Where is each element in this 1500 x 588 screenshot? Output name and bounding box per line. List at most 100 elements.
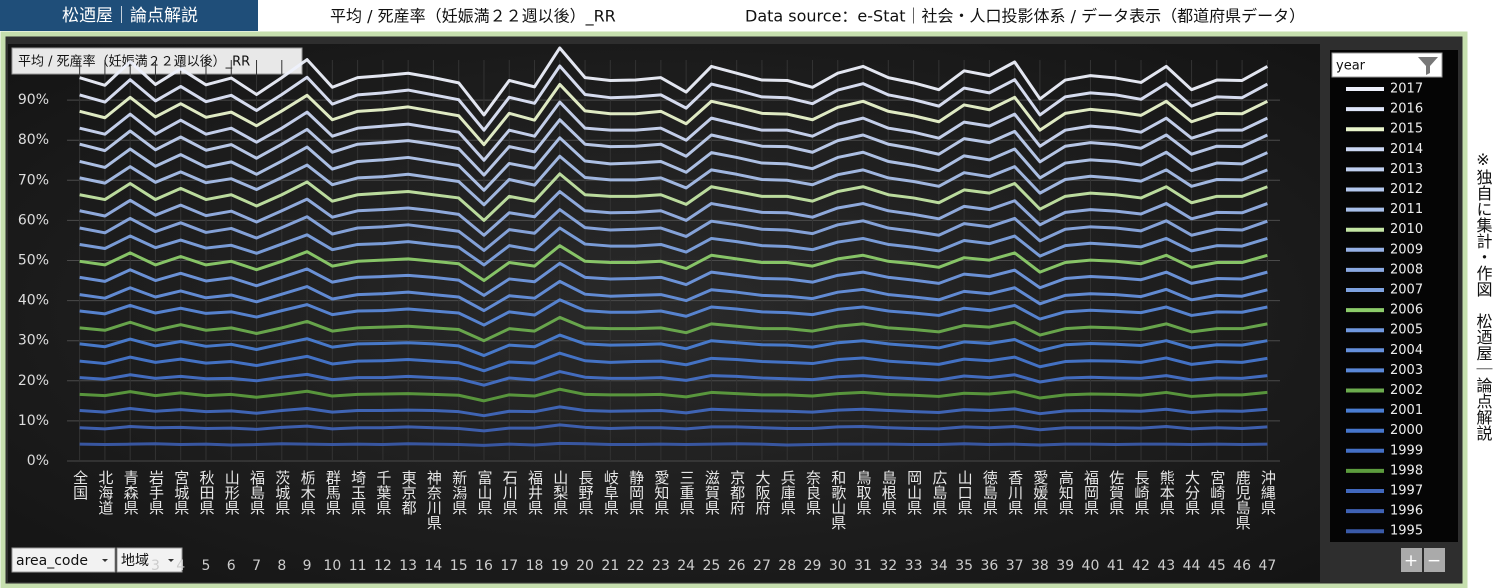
x-code-label: 34 (930, 558, 948, 574)
x-tick-label: 大阪府 (753, 470, 771, 516)
legend-label: 2000 (1390, 423, 1423, 438)
x-tick-label: 奈良県 (804, 470, 822, 515)
x-code-label: 21 (601, 558, 619, 574)
collapse-button[interactable] (1424, 548, 1445, 572)
y-tick-label: 10% (18, 413, 49, 429)
x-tick-label: 和歌山県 (829, 470, 847, 530)
y-tick-label: 70% (18, 172, 49, 188)
x-tick-label: 高知県 (1057, 470, 1075, 515)
x-tick-label: 東京都 (400, 470, 418, 515)
x-code-label: 15 (450, 558, 468, 574)
x-tick-label: 神奈川県 (425, 470, 443, 530)
series-line (79, 441, 1268, 447)
y-tick-label: 50% (18, 253, 49, 269)
legend-label: 2006 (1390, 303, 1423, 318)
x-code-label: 11 (349, 558, 367, 574)
legend-label: 1999 (1390, 443, 1423, 458)
x-tick-label: 青森県 (122, 470, 140, 515)
x-tick-label: 香川県 (1006, 470, 1024, 515)
x-tick-label: 沖縄県 (1259, 470, 1277, 515)
x-tick-label: 岐阜県 (602, 470, 620, 515)
filter-icon (1418, 57, 1438, 75)
x-code-label: 23 (652, 558, 670, 574)
x-code-label: 26 (728, 558, 746, 574)
x-tick-label: 宮城県 (172, 470, 190, 515)
x-code-label: 40 (1082, 558, 1100, 574)
x-code-label: 47 (1258, 558, 1276, 574)
series-line (79, 172, 1268, 222)
x-tick-label: 長野県 (577, 470, 595, 515)
x-tick-label: 山口県 (956, 470, 974, 515)
dropdown-arrow (102, 559, 108, 562)
brand-box (0, 0, 258, 31)
x-tick-label: 大分県 (1183, 470, 1201, 515)
series-line (79, 423, 1268, 433)
axis-field: 地域 (121, 553, 149, 569)
x-tick-label: 秋田県 (197, 470, 215, 515)
x-tick-label: 福岡県 (1082, 470, 1100, 515)
metric-title: 平均 / 死産率（妊娠満２２週以後）_RR (330, 7, 616, 27)
x-tick-label: 長崎県 (1133, 470, 1151, 515)
x-code-label: 20 (576, 558, 594, 574)
x-code-label: 29 (804, 558, 822, 574)
x-code-label: 45 (1208, 558, 1226, 574)
series-line (79, 261, 1268, 297)
x-code-label: 39 (1056, 558, 1074, 574)
legend-label: 2009 (1390, 242, 1423, 257)
x-code-label: 19 (551, 558, 569, 574)
x-code-label: 9 (303, 558, 312, 574)
x-code-label: 5 (202, 558, 211, 574)
x-tick-label: 栃木県 (299, 470, 317, 515)
x-code-label: 3 (151, 558, 160, 574)
series-line (79, 298, 1268, 327)
x-code-label: 7 (252, 558, 261, 574)
x-code-label: 33 (905, 558, 923, 574)
chart-title: 平均 / 死産率（妊娠満２２週以後）_RR (18, 54, 250, 70)
expand-button[interactable] (1401, 548, 1422, 572)
y-tick-label: 20% (18, 373, 49, 389)
x-code-label: 41 (1107, 558, 1125, 574)
x-code-label: 18 (526, 558, 544, 574)
x-code-label: 37 (1006, 558, 1024, 574)
y-tick-label: 80% (18, 132, 49, 148)
legend-label: 1995 (1390, 524, 1423, 539)
x-code-label: 30 (829, 558, 847, 574)
x-code-label: 42 (1132, 558, 1150, 574)
x-tick-label: 愛媛県 (1031, 470, 1049, 515)
x-code-label: 28 (778, 558, 796, 574)
series-line (79, 208, 1268, 252)
y-tick-label: 30% (18, 333, 49, 349)
series-line (79, 405, 1268, 418)
x-code-label: 46 (1233, 558, 1251, 574)
source: Data source：e-Stat｜社会・人口投影体系 / データ表示（都道府… (745, 7, 1305, 26)
legend-label: 2015 (1390, 122, 1423, 137)
x-tick-label: 鳥取県 (855, 469, 873, 515)
x-code-label: 44 (1183, 558, 1201, 574)
x-tick-label: 三重県 (678, 470, 696, 515)
legend-label: 1996 (1390, 504, 1423, 519)
legend-label: 1997 (1390, 484, 1423, 499)
x-code-label: 16 (475, 558, 493, 574)
x-code-label: 25 (702, 558, 720, 574)
x-code-label: 36 (980, 558, 998, 574)
x-tick-label: 熊本県 (1158, 470, 1176, 515)
x-code-label: 38 (1031, 558, 1049, 574)
x-tick-label: 富山県 (475, 469, 493, 515)
x-code-label: 13 (399, 558, 417, 574)
x-code-label: 14 (425, 558, 443, 574)
legend-label: 2012 (1390, 182, 1423, 197)
brand: 松迺屋｜論点解説 (62, 6, 198, 26)
chart-title-box (11, 47, 303, 75)
x-tick-label: 京都府 (728, 470, 746, 516)
x-tick-label: 岩手県 (147, 470, 165, 515)
x-tick-label: 岡山県 (905, 470, 923, 515)
x-code-label: 24 (677, 558, 695, 574)
x-tick-label: 愛知県 (652, 470, 670, 515)
x-code-label: 22 (627, 558, 645, 574)
x-tick-label: 静岡県 (627, 470, 645, 515)
series-line (79, 387, 1268, 403)
x-tick-label: 全国 (71, 469, 89, 500)
legend-field: year (1336, 59, 1366, 74)
axis-field-button[interactable] (11, 547, 116, 573)
y-tick-label: 0% (27, 453, 49, 469)
